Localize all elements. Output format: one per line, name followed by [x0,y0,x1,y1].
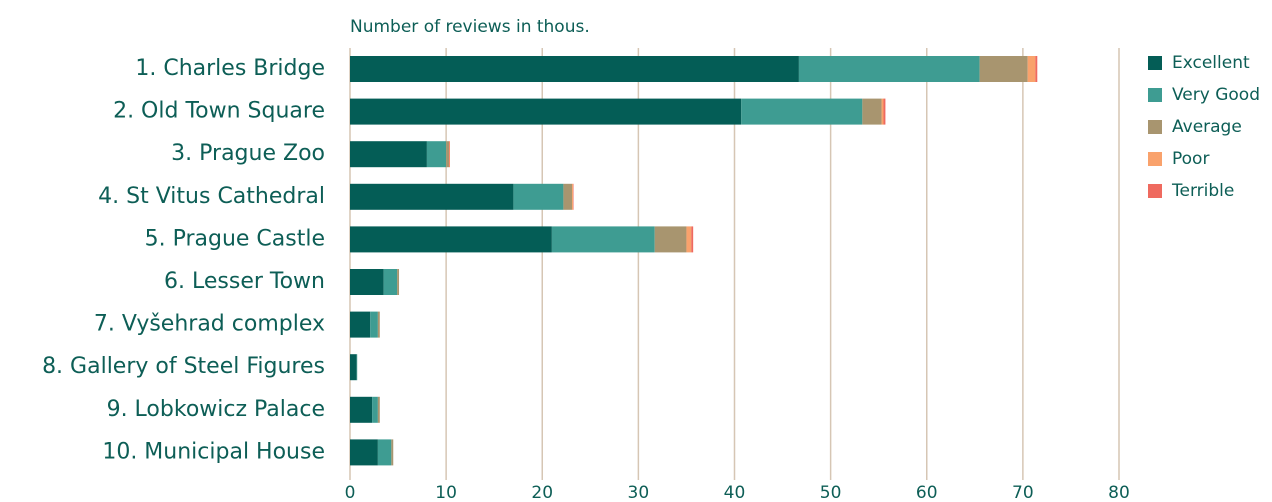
bar-segment [350,269,384,295]
legend-label: Terrible [1171,181,1234,201]
bar-segment [383,269,398,295]
category-label: 2. Old Town Square [113,99,325,124]
bar-segment [691,226,694,253]
bar-segment [350,226,552,253]
x-tick-label: 30 [628,483,650,502]
bar-segment [350,354,357,381]
bar-segment [686,226,692,253]
category-label: 7. Vyšehrad complex [94,312,325,337]
x-tick-label: 10 [435,483,457,502]
bar-segment [350,56,799,82]
bar-segment [397,269,400,295]
bar-segment [862,98,882,125]
bar-segment [883,98,886,125]
category-label: 9. Lobkowicz Palace [107,397,325,422]
x-tick-label: 0 [345,483,356,502]
x-tick-label: 60 [916,483,938,502]
category-label: 5. Prague Castle [145,226,325,251]
category-label: 1. Charles Bridge [135,56,325,81]
bar-segment [377,439,392,466]
x-tick-label: 50 [820,483,842,502]
bar-segment [798,56,980,82]
x-tick-label: 40 [724,483,746,502]
bar-segment [446,141,450,168]
bar-segment [377,311,380,338]
bar-segment [563,183,573,210]
bar-segment [350,311,371,338]
bar-segment [551,226,655,253]
category-label: 4. St Vitus Cathedral [98,184,325,209]
legend-swatch [1148,88,1162,102]
bar-segment [979,56,1028,82]
category-label: 8. Gallery of Steel Figures [42,354,325,379]
bar-segment [1027,56,1036,82]
category-label: 10. Municipal House [102,439,325,464]
x-tick-label: 20 [531,483,553,502]
bar-segment [572,183,574,210]
bar-segment [350,439,378,466]
bar-segment [391,439,394,466]
legend-label: Very Good [1172,85,1260,105]
bar-segment [350,396,373,423]
legend-label: Average [1172,117,1242,137]
bar-segment [513,183,564,210]
legend-label: Poor [1172,149,1209,169]
legend-swatch [1148,56,1162,70]
legend-swatch [1148,120,1162,134]
bar-segment [377,396,380,423]
category-label: 6. Lesser Town [164,269,325,294]
bar-segment [350,98,742,125]
category-label: 3. Prague Zoo [171,141,325,166]
bar-segment [1035,56,1038,82]
bar-segment [654,226,687,253]
bar-segment [372,396,378,423]
legend-swatch [1148,152,1162,166]
x-tick-label: 80 [1108,483,1130,502]
bar-segment [350,141,427,168]
x-tick-label: 70 [1012,483,1034,502]
bar-segment [350,183,514,210]
axis-title: Number of reviews in thous. [350,17,590,37]
legend-label: Excellent [1172,53,1250,73]
bar-segment [881,98,884,125]
bar-segment [370,311,378,338]
bar-segment [426,141,447,168]
bar-segment [741,98,863,125]
legend-swatch [1148,184,1162,198]
